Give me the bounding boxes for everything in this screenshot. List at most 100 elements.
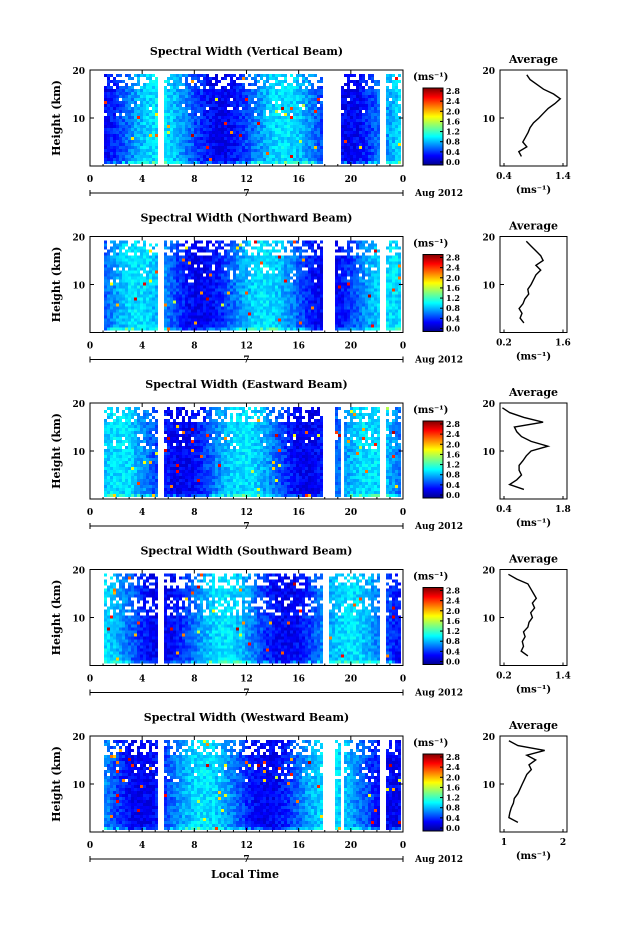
- average-y-tick: 20: [482, 567, 495, 577]
- colorbar-tick: 0.8: [446, 137, 460, 147]
- x-tick-label: 12: [240, 175, 253, 185]
- average-y-tick: 10: [482, 115, 495, 125]
- colorbar-tick: 2.0: [446, 439, 460, 449]
- date-label: Aug 2012: [414, 522, 463, 532]
- panel-2: Spectral Width (Northward Beam) 0 4 8 12 16 20…: [50, 212, 571, 366]
- colorbar-tick: 2.4: [446, 762, 460, 772]
- x-axis-title: Local Time: [211, 868, 279, 881]
- average-title: Average: [508, 53, 558, 66]
- panel-4: Spectral Width (Southward Beam) 0 4 8 12 16 20…: [50, 545, 571, 699]
- y-tick-label: 20: [72, 67, 85, 77]
- average-frame: [499, 236, 568, 333]
- average-x-tick: 0.2: [496, 339, 512, 349]
- x-tick-label: 16: [292, 508, 305, 518]
- colorbar: [422, 587, 444, 665]
- colorbar-tick: 2.8: [446, 419, 460, 429]
- colorbar-tick: 2.0: [446, 606, 460, 616]
- average-x-tick: 0.4: [496, 505, 512, 515]
- x-tick-label: 0: [87, 841, 93, 851]
- average-profile-line: [502, 407, 551, 491]
- average-profile-line: [517, 74, 562, 157]
- colorbar-tick: 2.0: [446, 106, 460, 116]
- average-title: Average: [508, 553, 558, 566]
- panel-title: Spectral Width (Vertical Beam): [150, 45, 343, 58]
- colorbar-tick: 2.0: [446, 273, 460, 283]
- average-profile-line: [508, 740, 545, 824]
- colorbar-tick: 0.4: [446, 313, 460, 323]
- average-title: Average: [508, 386, 558, 399]
- average-x-tick: 1.8: [555, 505, 571, 515]
- x-tick-label: 20: [345, 175, 358, 185]
- colorbar-tick: 2.4: [446, 596, 460, 606]
- colorbar-tick: 2.4: [446, 96, 460, 106]
- panel-5: Spectral Width (Westward Beam)0 4 8 12 16 20 0…: [50, 711, 568, 865]
- average-y-tick: 20: [482, 733, 495, 743]
- colorbar-tick: 2.8: [446, 752, 460, 762]
- date-label: Aug 2012: [414, 689, 463, 699]
- colorbar-tick: 0.8: [446, 636, 460, 646]
- colorbar: [422, 420, 444, 499]
- average-y-tick: 10: [482, 781, 495, 791]
- y-tick-label: 20: [72, 733, 85, 743]
- colorbar: [422, 87, 444, 166]
- y-tick-label: 20: [72, 567, 85, 577]
- colorbar-tick: 2.8: [446, 86, 460, 96]
- colorbar-tick: 1.2: [446, 626, 460, 636]
- x-tick-label: 4: [139, 841, 145, 851]
- y-tick-label: 10: [72, 615, 85, 625]
- day-label: 7: [243, 356, 249, 366]
- colorbar-tick: 1.2: [446, 127, 460, 137]
- heatmap-cells: [104, 74, 401, 164]
- x-tick-label: 20: [345, 675, 358, 685]
- colorbar-tick: 0.0: [446, 823, 460, 833]
- heatmap-cells: [104, 407, 401, 497]
- colorbar-unit: (ms⁻¹): [413, 72, 448, 83]
- average-y-tick: 20: [482, 67, 495, 77]
- x-tick-label: 16: [292, 841, 305, 851]
- y-axis-label: Height (km): [50, 746, 63, 822]
- colorbar-tick: 0.8: [446, 803, 460, 813]
- panel-title: Spectral Width (Northward Beam): [141, 212, 353, 225]
- colorbar: [422, 254, 444, 332]
- colorbar-unit: (ms⁻¹): [413, 405, 448, 416]
- date-label: Aug 2012: [414, 356, 463, 366]
- average-y-tick: 10: [482, 282, 495, 292]
- average-y-tick: 20: [482, 234, 495, 244]
- average-x-tick: 0.2: [496, 672, 512, 682]
- colorbar-tick: 1.6: [446, 616, 460, 626]
- colorbar-tick: 0.4: [446, 480, 460, 490]
- x-tick-label: 0: [400, 175, 406, 185]
- average-frame: [499, 69, 568, 167]
- average-y-tick: 10: [482, 448, 495, 458]
- average-frame: [499, 569, 568, 666]
- average-x-tick: 1.4: [555, 172, 571, 182]
- x-tick-label: 8: [191, 342, 197, 352]
- colorbar-tick: 0.8: [446, 303, 460, 313]
- x-tick-label: 0: [400, 675, 406, 685]
- colorbar-tick: 2.8: [446, 253, 460, 263]
- colorbar-unit: (ms⁻¹): [413, 572, 448, 583]
- average-x-tick: 1.4: [555, 672, 571, 682]
- y-axis-label: Height (km): [50, 580, 63, 656]
- average-x-tick: 0.4: [496, 172, 512, 182]
- average-x-tick: 1: [501, 838, 507, 848]
- x-tick-label: 12: [240, 841, 253, 851]
- x-tick-label: 16: [292, 675, 305, 685]
- colorbar-tick: 1.6: [446, 449, 460, 459]
- colorbar-tick: 1.2: [446, 293, 460, 303]
- x-tick-label: 20: [345, 841, 358, 851]
- colorbar-unit: (ms⁻¹): [413, 239, 448, 250]
- colorbar-tick: 2.8: [446, 586, 460, 596]
- colorbar-tick: 2.0: [446, 772, 460, 782]
- colorbar-tick: 1.6: [446, 116, 460, 126]
- x-tick-label: 0: [400, 342, 406, 352]
- colorbar-tick: 1.6: [446, 782, 460, 792]
- colorbar-tick: 0.0: [446, 490, 460, 500]
- y-axis-label: Height (km): [50, 247, 63, 323]
- x-tick-label: 0: [400, 841, 406, 851]
- average-x-tick: 2: [560, 838, 566, 848]
- x-tick-label: 12: [240, 675, 253, 685]
- day-label: 7: [243, 689, 249, 699]
- y-tick-label: 10: [72, 282, 85, 292]
